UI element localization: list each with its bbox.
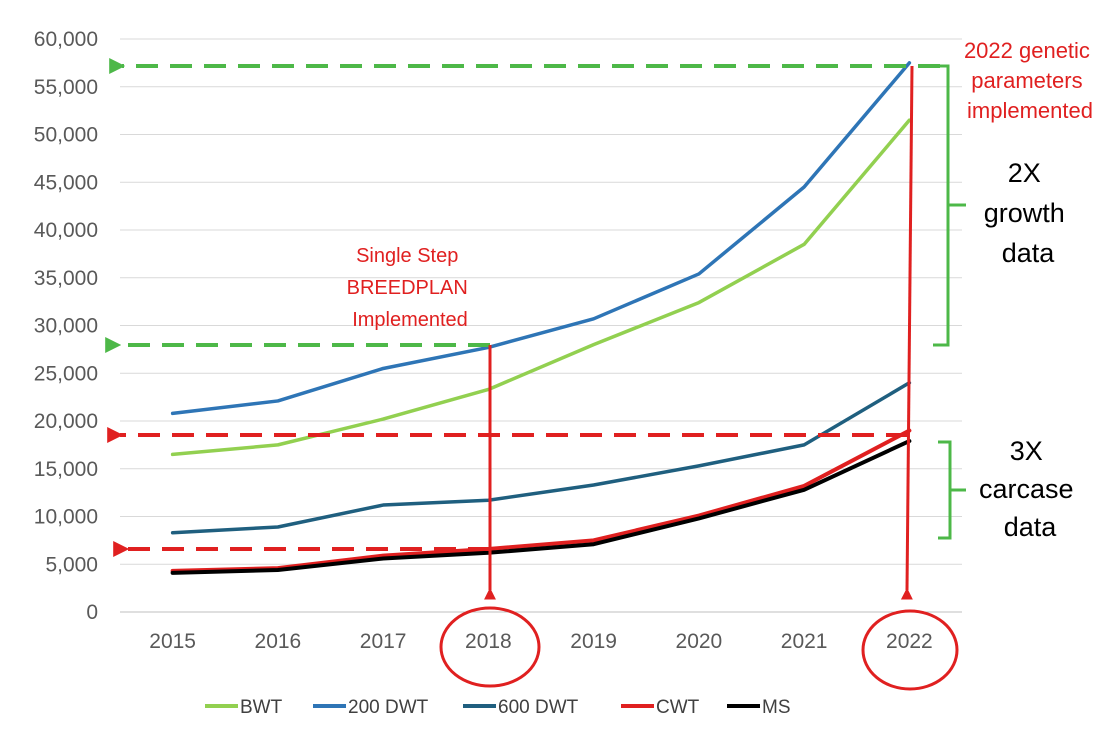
y-tick-label: 10,000	[34, 506, 98, 529]
y-axis-ticks: 0 5,000 10,000 15,000 20,000 25,000 30,000 35,0…	[34, 28, 98, 624]
y-tick-label: 55,000	[34, 76, 98, 99]
highlight-circle-2022	[861, 609, 959, 691]
genetic-params-annotation: 2022 genetic parameters implemented	[964, 38, 1096, 123]
legend-item-cwt: CWT	[621, 697, 700, 718]
legend-item-bwt: BWT	[205, 697, 283, 718]
y-tick-label: 45,000	[34, 171, 98, 194]
series-line-200-dwt	[170, 61, 912, 416]
carcase-brace	[938, 440, 966, 540]
y-tick-label: 35,000	[34, 267, 98, 290]
genetic-params-arrow	[900, 65, 914, 600]
legend-item-600-dwt: 600 DWT	[463, 697, 579, 718]
x-tick-label: 2016	[255, 630, 302, 653]
single-step-annotation: Single Step BREEDPLAN Implemented	[347, 245, 474, 331]
highlight-circle-2018	[439, 606, 541, 688]
x-tick-label: 2019	[570, 630, 617, 653]
annotation-arrows	[105, 58, 940, 600]
y-tick-label: 40,000	[34, 219, 98, 242]
x-tick-label: 2017	[360, 630, 407, 653]
growth-brace	[933, 64, 966, 347]
series-lines	[170, 61, 912, 575]
x-tick-label: 2018	[465, 630, 512, 653]
y-tick-label: 60,000	[34, 28, 98, 51]
y-tick-label: 0	[86, 601, 98, 624]
series-line-ms	[170, 439, 912, 575]
series-line-cwt	[170, 428, 912, 573]
legend-label: CWT	[656, 697, 700, 718]
growth-annotation: 2X growth data	[984, 158, 1073, 268]
x-tick-label: 2015	[149, 630, 196, 653]
y-tick-label: 30,000	[34, 315, 98, 338]
legend-label: 200 DWT	[348, 697, 429, 718]
carcase-annotation: 3X carcase data	[979, 436, 1081, 542]
x-tick-label: 2021	[781, 630, 828, 653]
legend: BWT 200 DWT 600 DWT CWT MS	[205, 697, 791, 718]
gridlines	[120, 38, 962, 613]
legend-label: MS	[762, 697, 791, 718]
x-tick-label: 2020	[676, 630, 723, 653]
y-tick-label: 20,000	[34, 410, 98, 433]
x-axis-ticks: 2015 2016 2017 2018 2019 2020 2021 2022	[149, 630, 932, 653]
y-tick-label: 25,000	[34, 362, 98, 385]
series-line-bwt	[170, 118, 912, 457]
y-tick-label: 5,000	[45, 553, 98, 576]
legend-item-ms: MS	[727, 697, 791, 718]
legend-label: 600 DWT	[498, 697, 579, 718]
y-tick-label: 50,000	[34, 124, 98, 147]
series-line-600-dwt	[170, 381, 912, 535]
legend-label: BWT	[240, 697, 283, 718]
x-tick-label: 2022	[886, 630, 933, 653]
legend-item-200-dwt: 200 DWT	[313, 697, 429, 718]
y-tick-label: 15,000	[34, 458, 98, 481]
